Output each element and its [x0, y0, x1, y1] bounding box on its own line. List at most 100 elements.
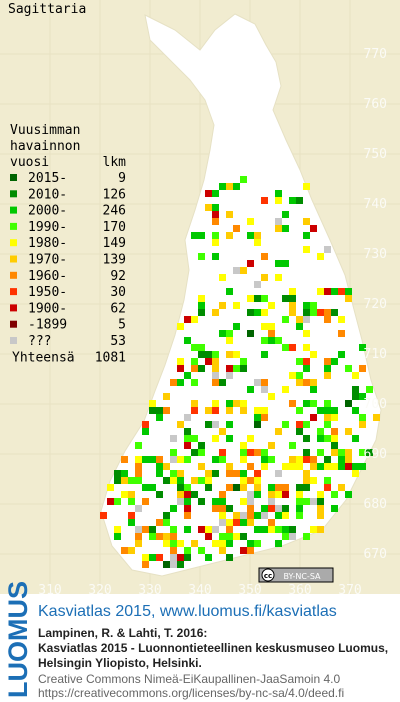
record-square: [177, 477, 184, 484]
legend-swatch: [10, 222, 17, 230]
cc-icon: [261, 568, 275, 582]
legend-header: Vuusimman: [10, 123, 80, 138]
record-square: [296, 372, 303, 379]
record-square: [324, 365, 331, 372]
record-square: [282, 512, 289, 519]
record-square: [114, 477, 121, 484]
record-square: [212, 239, 219, 246]
record-square: [275, 470, 282, 477]
legend-total: 1081: [95, 350, 126, 365]
record-square: [254, 491, 261, 498]
record-square: [296, 463, 303, 470]
legend-count: 170: [103, 220, 126, 235]
record-square: [310, 302, 317, 309]
record-square: [275, 337, 282, 344]
record-square: [191, 435, 198, 442]
record-square: [163, 561, 170, 568]
record-square: [254, 470, 261, 477]
record-square: [303, 477, 310, 484]
record-square: [282, 463, 289, 470]
y-grid-label: 720: [364, 297, 387, 312]
record-square: [107, 484, 114, 491]
record-square: [184, 372, 191, 379]
logo: LUOMUS: [3, 581, 33, 698]
record-square: [240, 456, 247, 463]
record-square: [303, 344, 310, 351]
record-square: [121, 456, 128, 463]
record-square: [184, 505, 191, 512]
record-square: [254, 540, 261, 547]
record-square: [254, 526, 261, 533]
record-square: [219, 330, 226, 337]
record-square: [226, 470, 233, 477]
record-square: [331, 442, 338, 449]
record-square: [205, 484, 212, 491]
record-square: [198, 449, 205, 456]
record-square: [373, 414, 380, 421]
record-square: [170, 470, 177, 477]
badge-text: BY-NC-SA: [283, 572, 321, 581]
record-square: [282, 526, 289, 533]
record-square: [170, 561, 177, 568]
record-square: [135, 533, 142, 540]
record-square: [128, 512, 135, 519]
record-square: [338, 316, 345, 323]
record-square: [142, 554, 149, 561]
record-square: [240, 442, 247, 449]
record-square: [205, 190, 212, 197]
record-square: [219, 428, 226, 435]
citation: Lampinen, R. & Lahti, T. 2016:: [38, 626, 207, 640]
record-square: [184, 456, 191, 463]
record-square: [275, 526, 282, 533]
y-grid-label: 670: [364, 547, 387, 562]
record-square: [156, 533, 163, 540]
record-square: [240, 533, 247, 540]
citation: Kasviatlas 2015 - Luonnontieteellinen ke…: [38, 641, 388, 655]
record-square: [296, 491, 303, 498]
record-square: [310, 400, 317, 407]
record-square: [170, 505, 177, 512]
record-square: [345, 365, 352, 372]
record-square: [289, 295, 296, 302]
record-square: [359, 365, 366, 372]
record-square: [352, 386, 359, 393]
record-square: [345, 449, 352, 456]
record-square: [219, 512, 226, 519]
record-square: [324, 435, 331, 442]
record-square: [289, 372, 296, 379]
legend-swatch: [10, 239, 17, 247]
record-square: [303, 218, 310, 225]
record-square: [226, 211, 233, 218]
record-square: [240, 498, 247, 505]
record-square: [219, 533, 226, 540]
record-square: [324, 456, 331, 463]
record-square: [163, 477, 170, 484]
record-square: [352, 372, 359, 379]
record-square: [149, 407, 156, 414]
citation: Helsingin Yliopisto, Helsinki.: [38, 656, 202, 670]
record-square: [289, 463, 296, 470]
record-square: [289, 400, 296, 407]
record-square: [128, 498, 135, 505]
legend-count: 126: [103, 187, 126, 202]
record-square: [345, 456, 352, 463]
record-square: [240, 519, 247, 526]
record-square: [198, 365, 205, 372]
record-square: [338, 463, 345, 470]
cc-icon-text: cc: [264, 572, 272, 580]
record-square: [359, 463, 366, 470]
record-square: [268, 302, 275, 309]
record-square: [324, 477, 331, 484]
record-square: [212, 526, 219, 533]
record-square: [198, 309, 205, 316]
record-square: [254, 295, 261, 302]
record-square: [233, 484, 240, 491]
record-square: [303, 400, 310, 407]
record-square: [345, 463, 352, 470]
record-square: [128, 491, 135, 498]
record-square: [296, 421, 303, 428]
record-square: [212, 365, 219, 372]
record-square: [324, 407, 331, 414]
record-square: [205, 351, 212, 358]
record-square: [128, 519, 135, 526]
